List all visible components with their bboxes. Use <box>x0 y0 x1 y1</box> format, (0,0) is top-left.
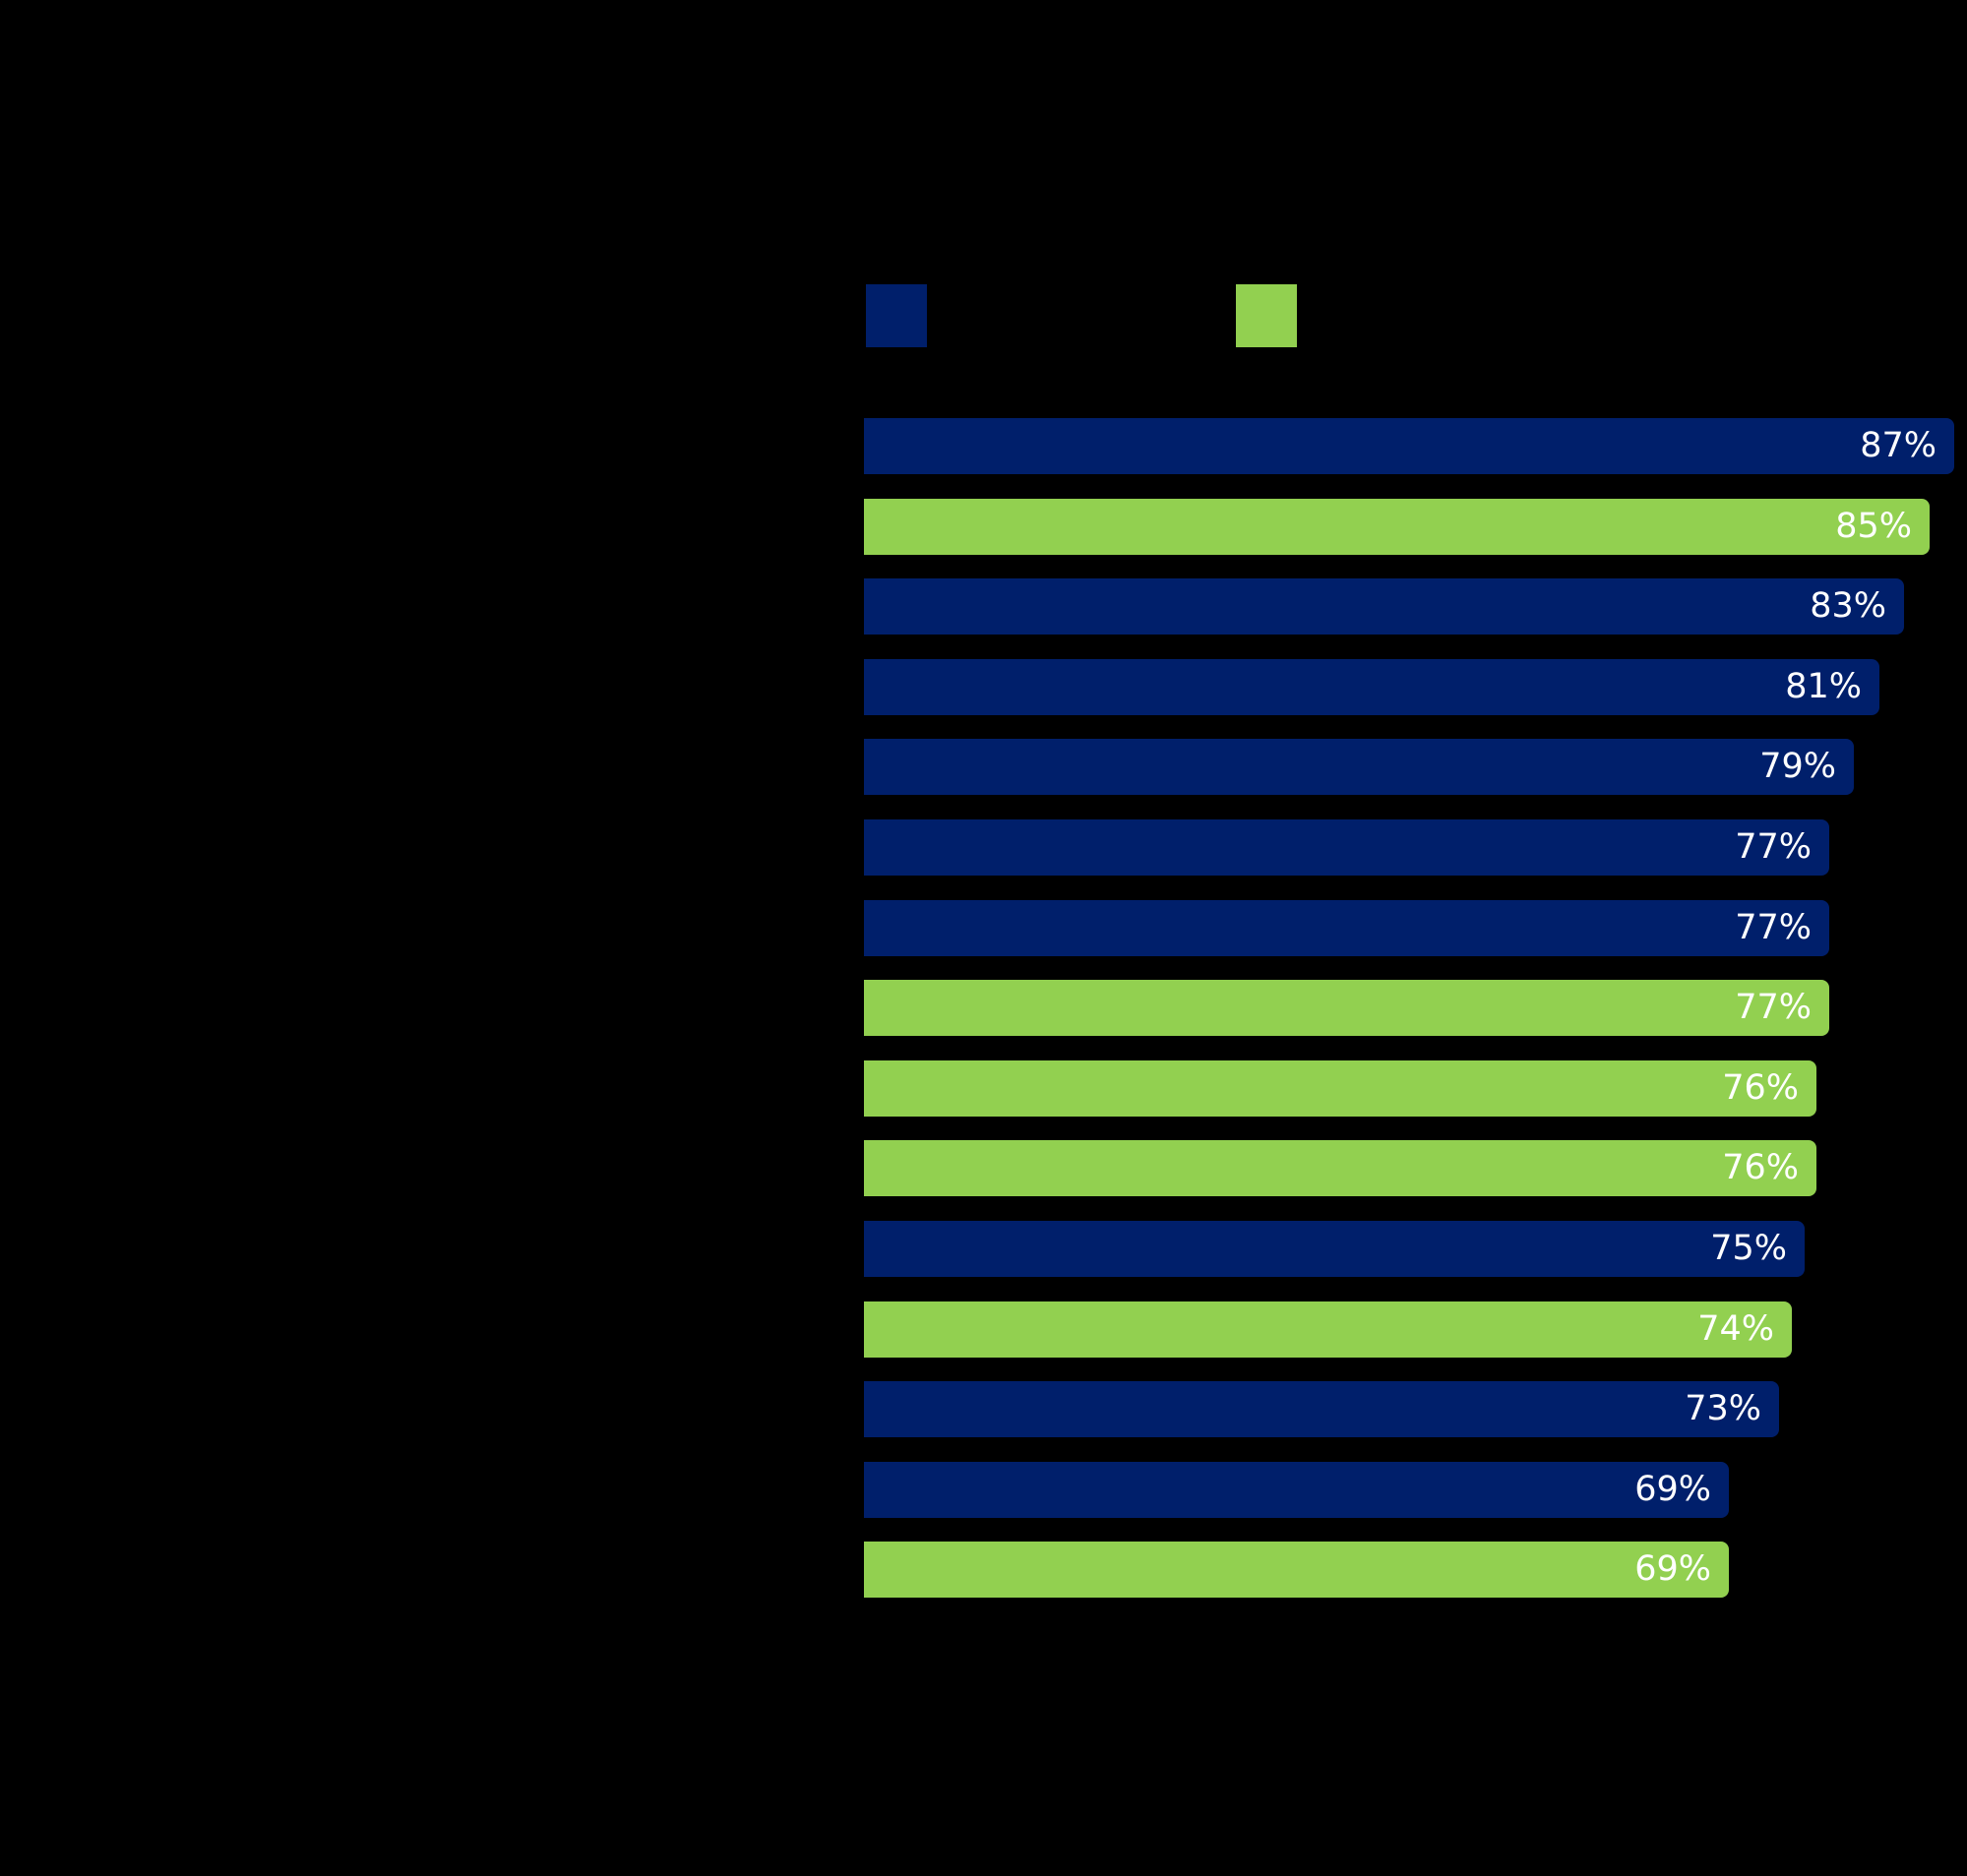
bar: 87% <box>864 418 1954 474</box>
legend-swatch-navy <box>866 284 927 347</box>
bar: 79% <box>864 739 1854 795</box>
bar: 73% <box>864 1381 1779 1437</box>
bar-value-label: 79% <box>1759 747 1836 786</box>
bar-value-label: 69% <box>1634 1549 1711 1589</box>
bar: 77% <box>864 819 1829 876</box>
bar-value-label: 73% <box>1685 1389 1761 1428</box>
legend-swatch-green <box>1236 284 1297 347</box>
bar-value-label: 75% <box>1710 1229 1787 1268</box>
bar-value-label: 81% <box>1785 667 1862 706</box>
bar: 76% <box>864 1060 1816 1117</box>
chart-legend <box>0 284 1967 347</box>
bar: 76% <box>864 1140 1816 1196</box>
bar-value-label: 76% <box>1722 1148 1799 1187</box>
bar: 69% <box>864 1542 1729 1598</box>
bar: 83% <box>864 578 1904 635</box>
bar-value-label: 85% <box>1835 507 1912 546</box>
plot-area: 87% 85% 83% 81% 79% 77% 77% 77% 76% 76% 75% 74% 73% 6… <box>864 418 1967 1648</box>
bar-value-label: 76% <box>1722 1068 1799 1108</box>
bar-value-label: 83% <box>1810 586 1886 626</box>
bar: 77% <box>864 900 1829 956</box>
bar: 81% <box>864 659 1879 715</box>
bar-value-label: 69% <box>1634 1470 1711 1509</box>
bar: 74% <box>864 1301 1792 1358</box>
bar: 77% <box>864 980 1829 1036</box>
bar-value-label: 74% <box>1697 1309 1774 1349</box>
bar-value-label: 87% <box>1860 426 1936 465</box>
bar-value-label: 77% <box>1735 827 1812 867</box>
bar: 69% <box>864 1462 1729 1518</box>
bar-value-label: 77% <box>1735 988 1812 1027</box>
bar-value-label: 77% <box>1735 908 1812 947</box>
bar: 75% <box>864 1221 1805 1277</box>
bar: 85% <box>864 499 1930 555</box>
